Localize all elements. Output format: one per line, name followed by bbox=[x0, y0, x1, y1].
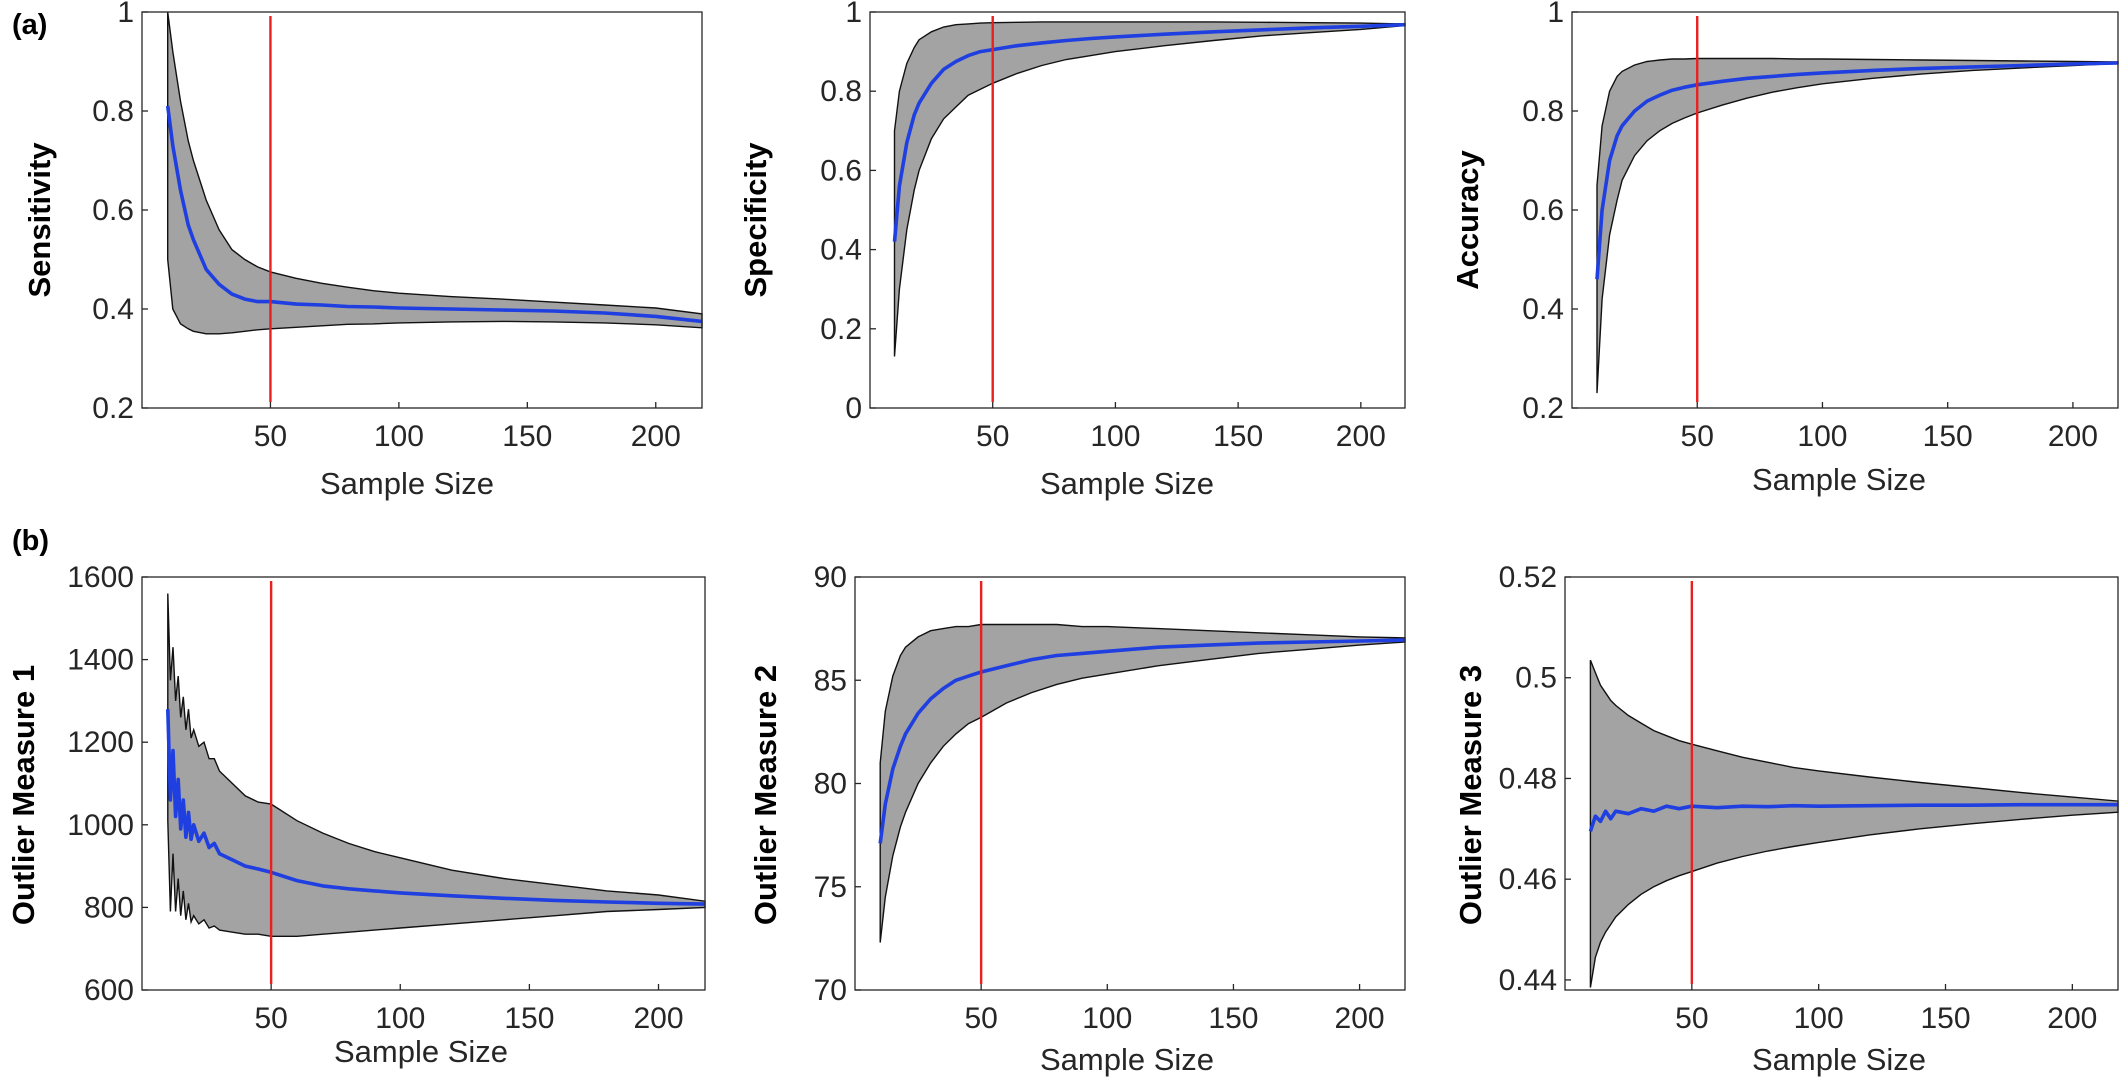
outlier-measure-1-y-tick-label: 1600 bbox=[67, 561, 134, 594]
outlier-measure-2-plot: Sample Size Outlier Measure 2 50 100 150 20… bbox=[748, 561, 1406, 1077]
accuracy-y-tick-label: 0.4 bbox=[1522, 293, 1564, 326]
specificity-plot: Sample Size Specificity 50 100 150 200 0 0.2 0… bbox=[738, 0, 1406, 501]
sensitivity-y-axis-title: Sensitivity bbox=[22, 142, 57, 298]
outlier-measure-1-y-tick-label: 800 bbox=[84, 891, 134, 924]
accuracy-y-tick-label: 0.8 bbox=[1522, 95, 1564, 128]
outlier-measure-1-x-axis-title: Sample Size bbox=[334, 1034, 508, 1069]
accuracy-y-tick-label: 0.6 bbox=[1522, 194, 1564, 227]
specificity-x-tick-label: 150 bbox=[1213, 420, 1263, 453]
outlier-measure-1-y-tick-label: 600 bbox=[84, 974, 134, 1007]
accuracy-mean-line bbox=[1595, 61, 2119, 280]
accuracy-x-tick-label: 100 bbox=[1797, 420, 1847, 453]
outlier-measure-3-x-axis-title: Sample Size bbox=[1752, 1042, 1926, 1077]
outlier-measure-2-y-tick-label: 85 bbox=[814, 664, 847, 697]
outlier-measure-1-y-tick-label: 1200 bbox=[67, 726, 134, 759]
outlier-measure-2-x-axis-title: Sample Size bbox=[1040, 1042, 1214, 1077]
outlier-measure-2-y-tick-label: 80 bbox=[814, 768, 847, 801]
sensitivity-x-tick-label: 200 bbox=[631, 420, 681, 453]
outlier-measure-1-plot: Sample Size Outlier Measure 1 50 100 150 20… bbox=[6, 561, 706, 1069]
sensitivity-plot-frame bbox=[141, 11, 703, 409]
outlier-measure-1-x-tick-label: 100 bbox=[375, 1002, 425, 1035]
outlier-measure-2-x-tick-label: 150 bbox=[1208, 1002, 1258, 1035]
outlier-measure-1-x-tick-label: 150 bbox=[504, 1002, 554, 1035]
specificity-y-axis-title: Specificity bbox=[738, 142, 773, 298]
outlier-measure-3-x-tick-label: 100 bbox=[1794, 1002, 1844, 1035]
accuracy-x-axis-title: Sample Size bbox=[1752, 462, 1926, 497]
outlier-measure-3-x-tick-label: 200 bbox=[2047, 1002, 2097, 1035]
outlier-measure-2-x-tick-label: 200 bbox=[1335, 1002, 1385, 1035]
sensitivity-y-tick-label: 1 bbox=[117, 0, 134, 29]
accuracy-x-tick-label: 200 bbox=[2048, 420, 2098, 453]
specificity-y-tick-label: 0.4 bbox=[820, 234, 862, 267]
specificity-y-tick-label: 0.6 bbox=[820, 154, 862, 187]
outlier-measure-2-y-axis-title: Outlier Measure 2 bbox=[748, 665, 783, 925]
outlier-measure-1-y-axis-title: Outlier Measure 1 bbox=[6, 665, 41, 925]
sensitivity-y-tick-label: 0.8 bbox=[92, 95, 134, 128]
sensitivity-y-tick-label: 0.2 bbox=[92, 392, 134, 425]
panel-label-b: (b) bbox=[12, 525, 49, 557]
outlier-measure-3-plot-frame bbox=[1564, 576, 2119, 991]
outlier-measure-2-x-tick-label: 100 bbox=[1082, 1002, 1132, 1035]
accuracy-spread-band bbox=[1596, 57, 2119, 394]
sensitivity-y-tick-label: 0.4 bbox=[92, 293, 134, 326]
sensitivity-x-tick-label: 50 bbox=[254, 420, 287, 453]
outlier-measure-3-y-tick-label: 0.48 bbox=[1499, 762, 1557, 795]
outlier-measure-3-y-axis-title: Outlier Measure 3 bbox=[1453, 665, 1488, 925]
sensitivity-spread-band bbox=[167, 11, 703, 335]
outlier-measure-2-x-tick-label: 50 bbox=[964, 1002, 997, 1035]
accuracy-x-tick-label: 50 bbox=[1681, 420, 1714, 453]
outlier-measure-3-y-tick-label: 0.44 bbox=[1499, 964, 1557, 997]
outlier-measure-1-y-tick-label: 1400 bbox=[67, 644, 134, 677]
specificity-x-tick-label: 100 bbox=[1090, 420, 1140, 453]
outlier-measure-3-spread-band bbox=[1589, 659, 2119, 988]
specificity-plot-frame bbox=[869, 11, 1406, 409]
specificity-x-tick-label: 200 bbox=[1336, 420, 1386, 453]
accuracy-y-tick-label: 1 bbox=[1547, 0, 1564, 29]
accuracy-plot: Sample Size Accuracy 50 100 150 200 0.2 0.4 0.… bbox=[1450, 0, 2119, 497]
outlier-measure-1-x-tick-label: 50 bbox=[254, 1002, 287, 1035]
outlier-measure-1-y-tick-label: 1000 bbox=[67, 809, 134, 842]
outlier-measure-3-x-tick-label: 150 bbox=[1920, 1002, 1970, 1035]
accuracy-y-axis-title: Accuracy bbox=[1450, 149, 1485, 289]
specificity-y-tick-label: 0.8 bbox=[820, 75, 862, 108]
specificity-spread-band bbox=[893, 21, 1406, 357]
sensitivity-plot: Sample Size Sensitivity 50 100 150 200 0.2 0.… bbox=[22, 0, 703, 501]
sensitivity-y-tick-label: 0.6 bbox=[92, 194, 134, 227]
sensitivity-mean-line bbox=[165, 105, 703, 324]
sensitivity-x-tick-label: 100 bbox=[374, 420, 424, 453]
outlier-measure-2-y-tick-label: 90 bbox=[814, 561, 847, 594]
accuracy-x-tick-label: 150 bbox=[1923, 420, 1973, 453]
accuracy-y-tick-label: 0.2 bbox=[1522, 392, 1564, 425]
outlier-measure-3-y-tick-label: 0.46 bbox=[1499, 863, 1557, 896]
outlier-measure-2-y-tick-label: 75 bbox=[814, 871, 847, 904]
specificity-x-axis-title: Sample Size bbox=[1040, 466, 1214, 501]
specificity-y-tick-label: 1 bbox=[845, 0, 862, 29]
sensitivity-x-axis-title: Sample Size bbox=[320, 466, 494, 501]
specificity-y-tick-label: 0 bbox=[845, 392, 862, 425]
outlier-measure-3-plot: Sample Size Outlier Measure 3 50 100 150 20… bbox=[1453, 561, 2119, 1077]
outlier-measure-1-plot-frame bbox=[141, 576, 706, 991]
outlier-measure-3-y-tick-label: 0.5 bbox=[1515, 662, 1557, 695]
outlier-measure-2-spread-band bbox=[879, 623, 1406, 943]
specificity-y-tick-label: 0.2 bbox=[820, 313, 862, 346]
outlier-measure-1-spread-band bbox=[167, 593, 706, 937]
outlier-measure-3-x-tick-label: 50 bbox=[1675, 1002, 1708, 1035]
outlier-measure-3-y-tick-label: 0.52 bbox=[1499, 561, 1557, 594]
specificity-mean-line bbox=[892, 22, 1406, 242]
outlier-measure-1-x-tick-label: 200 bbox=[633, 1002, 683, 1035]
outlier-measure-1-mean-line bbox=[166, 709, 706, 906]
outlier-measure-2-mean-line bbox=[878, 638, 1406, 844]
sensitivity-x-tick-label: 150 bbox=[502, 420, 552, 453]
specificity-x-tick-label: 50 bbox=[976, 420, 1009, 453]
panel-label-a: (a) bbox=[12, 9, 47, 41]
outlier-measure-2-y-tick-label: 70 bbox=[814, 974, 847, 1007]
